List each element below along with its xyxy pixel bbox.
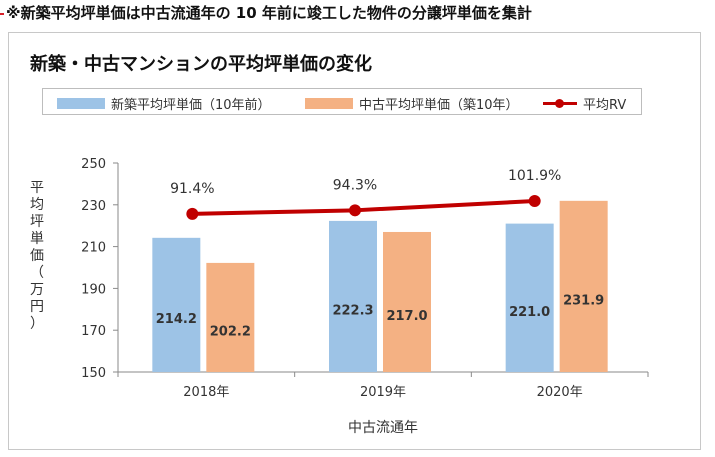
rv-value-label: 91.4% [170,181,214,197]
y-axis-label-char: 価 [30,248,44,264]
bar-value-label: 222.3 [332,303,373,318]
y-axis-label-char: （ [30,265,44,281]
y-axis-label-char: 万 [30,282,44,298]
footnote: ※新築平均坪単価は中古流通年の 10 年前に竣工した物件の分譲坪単価を集計 [6,4,532,22]
x-tick-label: 2018年 [183,385,229,400]
legend-item-used: 中古平均坪単価（築10年） [305,94,519,113]
y-axis-label-char: 単 [30,231,44,247]
legend-label-new: 新築平均坪単価（10年前） [111,98,271,113]
y-tick-label: 210 [81,241,106,256]
y-axis-label-char: ） [30,316,44,332]
rv-line [192,199,535,216]
legend-swatch-rv [543,99,577,108]
bar-value-label: 202.2 [210,324,251,339]
y-axis-label-char: 坪 [30,214,44,230]
y-axis-label-char: 均 [30,197,44,213]
y-tick-label: 250 [81,157,106,172]
x-axis-title: 中古流通年 [348,420,418,436]
rv-point [349,204,361,217]
bar-new [152,237,201,372]
y-tick-label: 170 [81,324,106,339]
rv-point [186,207,199,220]
y-tick-label: 150 [81,366,106,381]
red-marker [0,13,4,15]
bar-used [383,231,431,372]
bar-value-label: 217.0 [386,309,427,324]
x-tick-label: 2020年 [537,385,583,400]
legend-label-used: 中古平均坪単価（築10年） [359,98,519,113]
y-axis-label: 平均坪単価（万円） [26,180,48,333]
y-axis-label-char: 円 [30,299,44,315]
legend-item-new: 新築平均坪単価（10年前） [57,94,271,113]
rv-value-label: 94.3% [333,177,377,193]
bar-used [559,200,608,372]
y-tick-label: 230 [81,199,106,214]
rv-value-label: 101.9% [508,168,561,184]
y-tick-label: 190 [81,282,106,297]
bar-used [206,262,255,372]
bar-value-label: 231.9 [563,293,604,308]
chart-title: 新築・中古マンションの平均坪単価の変化 [30,54,372,75]
legend-item-rv: 平均RV [543,94,626,113]
bar-new [329,220,377,372]
bar-value-label: 221.0 [509,305,550,320]
rv-point [528,195,541,208]
chart-legend: 新築平均坪単価（10年前） 中古平均坪単価（築10年） 平均RV [42,88,642,115]
y-axis-label-char: 平 [30,180,44,196]
x-tick-label: 2019年 [360,385,406,400]
bar-new [505,223,554,372]
legend-swatch-new [57,98,105,109]
legend-label-rv: 平均RV [583,98,627,113]
bar-value-label: 214.2 [156,312,197,327]
legend-swatch-used [305,98,353,109]
